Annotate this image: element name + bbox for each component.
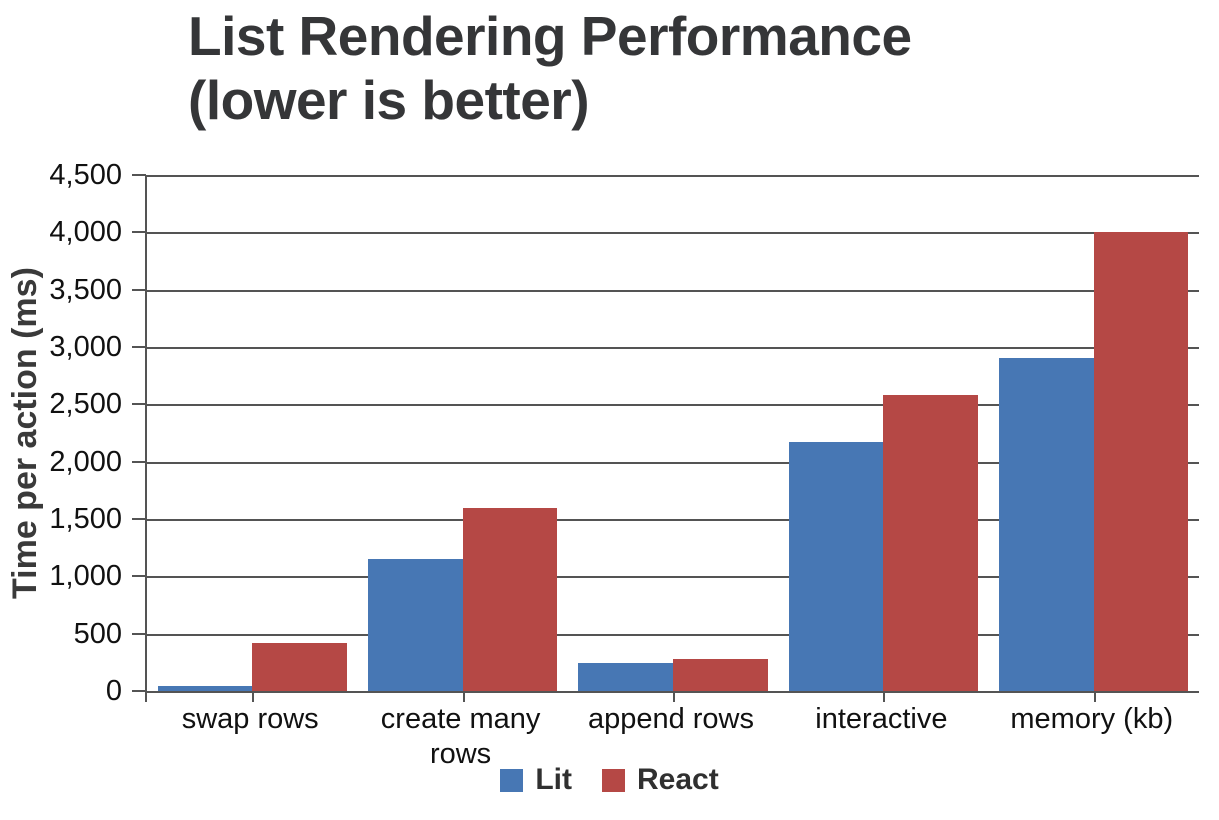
x-axis-label-memory-kb-: memory (kb) xyxy=(987,702,1197,772)
bar-lit-append-rows xyxy=(578,663,673,691)
y-tick-mark-2500 xyxy=(132,403,146,406)
bar-react-swap-rows xyxy=(252,642,347,691)
chart-title-line2: (lower is better) xyxy=(188,69,590,132)
bar-react-append-rows xyxy=(672,659,768,691)
y-tick-label-1000: 1,000 xyxy=(49,560,122,593)
bar-lit-memory-kb- xyxy=(999,358,1094,691)
x-axis-label-swap-rows: swap rows xyxy=(145,702,355,772)
gridline-3000 xyxy=(147,347,1199,349)
gridline-2500 xyxy=(147,404,1199,407)
x-tick-mark xyxy=(672,693,675,702)
y-tick-label-4000: 4,000 xyxy=(49,216,122,249)
bar-group-memory-kb- xyxy=(989,175,1199,702)
bar-lit-create-many-rows xyxy=(367,559,463,691)
gridline-4500 xyxy=(147,175,1199,177)
x-axis-label-create-many-rows: create many rows xyxy=(355,702,565,772)
legend-item-lit: Lit xyxy=(500,763,572,797)
chart-title: List Rendering Performance (lower is bet… xyxy=(188,4,912,133)
legend-swatch-react xyxy=(601,768,625,792)
bar-group-create-many-rows xyxy=(357,175,567,702)
y-tick-mark-4000 xyxy=(132,231,146,234)
y-tick-mark-4500 xyxy=(132,174,146,176)
bar-react-memory-kb- xyxy=(1093,232,1189,691)
chart-title-line1: List Rendering Performance xyxy=(188,5,912,67)
y-tick-mark-3000 xyxy=(132,346,146,348)
legend-label-react: React xyxy=(636,763,719,796)
x-axis-label-interactive: interactive xyxy=(776,702,986,772)
y-tick-mark-0 xyxy=(132,690,146,692)
bar-react-create-many-rows xyxy=(462,507,558,691)
bar-lit-swap-rows xyxy=(157,686,253,691)
bar-react-interactive xyxy=(883,395,979,691)
y-tick-mark-1500 xyxy=(132,518,146,520)
x-tick-mark xyxy=(1093,693,1096,702)
gridline-1000 xyxy=(147,576,1199,579)
x-axis-label-text: create many rows xyxy=(380,703,541,770)
y-tick-mark-3500 xyxy=(132,288,146,291)
x-tick-mark xyxy=(462,693,465,702)
plot-area xyxy=(145,175,1199,702)
x-axis-label-text: append rows xyxy=(587,703,754,735)
y-tick-label-3000: 3,000 xyxy=(49,331,122,363)
y-tick-label-500: 500 xyxy=(73,617,122,650)
gridline-4000 xyxy=(147,232,1199,235)
y-tick-label-2000: 2,000 xyxy=(49,445,122,478)
legend-label-lit: Lit xyxy=(535,763,572,796)
y-tick-mark-1000 xyxy=(132,575,146,578)
x-tick-mark xyxy=(252,693,255,702)
bar-group-interactive xyxy=(778,175,988,702)
bar-group-append-rows xyxy=(568,175,778,702)
x-axis-label-text: memory (kb) xyxy=(1010,703,1174,735)
y-tick-label-3500: 3,500 xyxy=(49,273,122,306)
bar-group-swap-rows xyxy=(147,175,357,702)
y-tick-label-0: 0 xyxy=(105,675,122,707)
gridline-500 xyxy=(147,633,1199,636)
legend-item-react: React xyxy=(601,763,719,797)
x-axis-label-text: swap rows xyxy=(181,703,319,735)
x-axis-label-text: interactive xyxy=(815,703,948,735)
x-axis-origin-tick xyxy=(145,693,147,702)
y-tick-label-1500: 1,500 xyxy=(49,503,122,535)
gridline-3500 xyxy=(147,289,1199,292)
x-axis-label-append-rows: append rows xyxy=(566,702,776,772)
bar-lit-interactive xyxy=(788,441,884,691)
x-axis-labels: swap rows create many rows append rows inte… xyxy=(145,702,1197,772)
gridline-1500 xyxy=(147,519,1199,521)
legend-swatch-lit xyxy=(500,768,524,792)
y-tick-mark-2000 xyxy=(132,460,146,463)
legend: Lit React xyxy=(0,763,1219,797)
bar-groups xyxy=(147,175,1199,702)
gridline-2000 xyxy=(147,461,1199,464)
x-tick-mark xyxy=(883,693,886,702)
y-tick-mark-500 xyxy=(132,632,146,635)
y-tick-label-4500: 4,500 xyxy=(49,159,122,191)
y-axis-tick-labels: 0 500 1,000 1,500 2,000 2,500 3,000 3,500 4,000 4… xyxy=(0,159,146,707)
y-tick-label-2500: 2,500 xyxy=(49,388,122,421)
